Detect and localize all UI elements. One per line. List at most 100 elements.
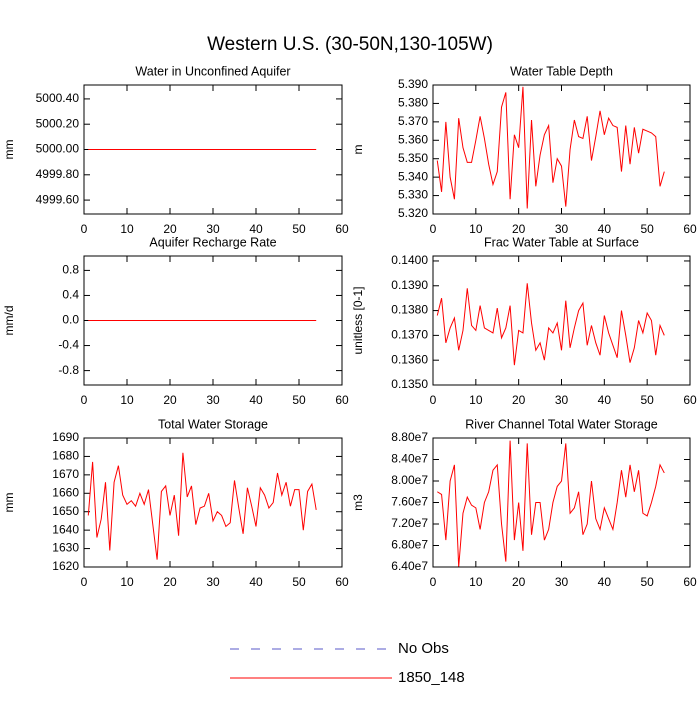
x-tick-label: 10 xyxy=(469,222,483,236)
x-tick-label: 30 xyxy=(555,222,569,236)
panel-title: Total Water Storage xyxy=(158,417,268,431)
y-tick-label: 1640 xyxy=(52,522,79,536)
figure-title: Western U.S. (30-50N,130-105W) xyxy=(207,34,493,55)
y-tick-label: 6.40e7 xyxy=(391,559,428,573)
x-tick-label: 30 xyxy=(206,222,220,236)
panel-title: River Channel Total Water Storage xyxy=(465,417,658,431)
y-tick-label: 5000.00 xyxy=(36,142,80,156)
y-tick-label: -0.4 xyxy=(58,338,79,352)
y-tick-label: 0.1390 xyxy=(391,278,428,292)
x-tick-label: 10 xyxy=(469,575,483,589)
plot-frame xyxy=(432,84,691,215)
y-tick-label: 5.340 xyxy=(398,169,428,183)
y-axis-label: m3 xyxy=(351,494,365,511)
x-tick-label: 50 xyxy=(640,222,654,236)
y-axis-label: unitless [0-1] xyxy=(351,286,365,354)
y-tick-label: 8.80e7 xyxy=(391,430,428,444)
y-tick-label: -0.8 xyxy=(58,363,79,377)
y-tick-label: 6.80e7 xyxy=(391,538,428,552)
x-tick-label: 60 xyxy=(335,222,349,236)
y-tick-label: 1680 xyxy=(52,449,79,463)
x-tick-label: 0 xyxy=(81,222,88,236)
plot-frame xyxy=(83,84,343,215)
y-axis-label: mm xyxy=(2,493,16,513)
y-axis-label: mm/d xyxy=(2,306,16,336)
plot-frame xyxy=(83,255,343,386)
y-tick-label: 0.1400 xyxy=(391,253,428,267)
y-tick-label: 5.370 xyxy=(398,114,428,128)
panel: River Channel Total Water Storage m3 0 10 20… xyxy=(351,417,697,589)
y-tick-label: 0.1360 xyxy=(391,352,428,366)
y-tick-label: 4999.80 xyxy=(36,167,80,181)
panel: Total Water Storage mm 0 10 20 30 40 50 60 1620 16… xyxy=(2,417,349,589)
x-tick-label: 30 xyxy=(555,393,569,407)
y-tick-label: 1650 xyxy=(52,504,79,518)
panel-title: Frac Water Table at Surface xyxy=(484,235,639,249)
x-tick-label: 60 xyxy=(683,222,697,236)
y-tick-label: 5000.20 xyxy=(36,116,80,130)
y-axis-label: mm xyxy=(2,140,16,160)
x-tick-label: 10 xyxy=(120,222,134,236)
x-tick-label: 40 xyxy=(598,393,612,407)
x-tick-label: 0 xyxy=(430,393,437,407)
panel: Water in Unconfined Aquifer mm 0 10 20 30 40 50… xyxy=(2,64,349,236)
y-tick-label: 4999.60 xyxy=(36,192,80,206)
x-tick-label: 10 xyxy=(120,575,134,589)
panel: Water Table Depth m 0 10 20 30 40 50 60 5.320 5.33… xyxy=(351,64,697,236)
y-tick-label: 1630 xyxy=(52,541,79,555)
y-tick-label: 5.380 xyxy=(398,96,428,110)
y-tick-label: 7.20e7 xyxy=(391,516,428,530)
panel-title: Water Table Depth xyxy=(510,64,613,78)
y-tick-label: 1620 xyxy=(52,559,79,573)
x-tick-label: 50 xyxy=(640,393,654,407)
y-tick-label: 1690 xyxy=(52,430,79,444)
x-tick-label: 10 xyxy=(120,393,134,407)
y-tick-label: 5.350 xyxy=(398,151,428,165)
data-line xyxy=(436,283,665,366)
x-tick-label: 30 xyxy=(206,575,220,589)
x-tick-label: 40 xyxy=(249,393,263,407)
plot-frame xyxy=(432,437,691,568)
legend-label: No Obs xyxy=(398,640,449,657)
x-tick-label: 60 xyxy=(335,575,349,589)
y-tick-label: 0.0 xyxy=(62,313,79,327)
x-tick-label: 50 xyxy=(292,222,306,236)
y-tick-label: 7.60e7 xyxy=(391,495,428,509)
data-line xyxy=(436,86,665,209)
x-tick-label: 0 xyxy=(430,575,437,589)
y-tick-label: 5000.40 xyxy=(36,91,80,105)
x-tick-label: 20 xyxy=(512,222,526,236)
y-tick-label: 0.1370 xyxy=(391,328,428,342)
x-tick-label: 30 xyxy=(555,575,569,589)
data-line xyxy=(437,440,665,568)
y-tick-label: 0.1380 xyxy=(391,303,428,317)
y-tick-label: 1670 xyxy=(52,467,79,481)
x-tick-label: 60 xyxy=(683,393,697,407)
y-tick-label: 5.360 xyxy=(398,132,428,146)
x-tick-label: 20 xyxy=(512,575,526,589)
y-tick-label: 8.00e7 xyxy=(391,473,428,487)
x-tick-label: 60 xyxy=(335,393,349,407)
y-tick-label: 8.40e7 xyxy=(391,452,428,466)
x-tick-label: 30 xyxy=(206,393,220,407)
y-axis-label: m xyxy=(351,145,365,155)
x-tick-label: 10 xyxy=(469,393,483,407)
x-tick-label: 60 xyxy=(683,575,697,589)
x-tick-label: 40 xyxy=(249,222,263,236)
y-tick-label: 0.8 xyxy=(62,263,79,277)
x-tick-label: 20 xyxy=(163,222,177,236)
y-tick-label: 5.320 xyxy=(398,206,428,220)
y-tick-label: 5.330 xyxy=(398,188,428,202)
panel: Frac Water Table at Surface unitless [0-1… xyxy=(351,235,697,407)
y-tick-label: 1660 xyxy=(52,485,79,499)
x-tick-label: 20 xyxy=(163,575,177,589)
x-tick-label: 0 xyxy=(430,222,437,236)
x-tick-label: 20 xyxy=(512,393,526,407)
y-tick-label: 5.390 xyxy=(398,77,428,91)
panel-title: Water in Unconfined Aquifer xyxy=(135,64,290,78)
x-tick-label: 40 xyxy=(598,222,612,236)
plot-frame xyxy=(83,437,343,568)
x-tick-label: 20 xyxy=(163,393,177,407)
